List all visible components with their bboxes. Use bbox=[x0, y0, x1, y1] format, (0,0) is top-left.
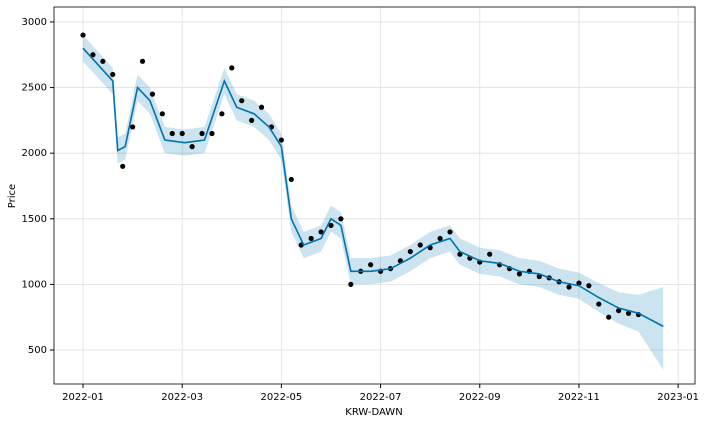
observed-point bbox=[169, 130, 175, 137]
observed-point bbox=[586, 283, 592, 289]
y-tick-label: 2500 bbox=[22, 83, 47, 94]
observed-point bbox=[596, 301, 602, 307]
observed-point bbox=[348, 281, 354, 288]
observed-point bbox=[100, 58, 106, 64]
observed-point bbox=[368, 262, 374, 268]
y-tick-label: 500 bbox=[28, 345, 47, 356]
observed-point bbox=[407, 248, 413, 255]
observed-point bbox=[159, 111, 165, 117]
observed-point bbox=[229, 65, 235, 71]
x-tick-label: 2022-05 bbox=[260, 392, 302, 403]
observed-point bbox=[199, 130, 205, 137]
observed-point bbox=[487, 251, 493, 257]
observed-point bbox=[566, 284, 572, 290]
x-tick-label: 2022-09 bbox=[459, 392, 501, 403]
y-tick-label: 1500 bbox=[22, 214, 47, 225]
observed-point bbox=[318, 229, 324, 235]
observed-point bbox=[239, 98, 245, 104]
observed-point bbox=[209, 130, 215, 137]
observed-point bbox=[308, 235, 314, 242]
x-tick-label: 2022-03 bbox=[161, 392, 203, 403]
x-tick-label: 2022-07 bbox=[360, 392, 402, 403]
observed-point bbox=[189, 144, 195, 150]
y-axis-label: Price bbox=[7, 184, 18, 208]
observed-point bbox=[625, 310, 632, 316]
x-tick-label: 2022-11 bbox=[558, 392, 600, 403]
observed-point bbox=[110, 71, 116, 78]
observed-point bbox=[616, 308, 622, 314]
observed-point bbox=[90, 52, 96, 58]
observed-point bbox=[606, 314, 612, 320]
observed-point bbox=[139, 58, 146, 64]
y-tick-label: 2000 bbox=[22, 148, 47, 159]
x-tick-label: 2023-01 bbox=[657, 392, 699, 403]
y-tick-label: 1000 bbox=[22, 279, 47, 290]
forecast-line bbox=[82, 47, 664, 328]
observed-point bbox=[576, 280, 582, 286]
observed-point bbox=[447, 229, 453, 235]
observed-point bbox=[149, 91, 156, 97]
observed-point bbox=[120, 163, 126, 169]
observed-point bbox=[338, 216, 344, 222]
plot-frame bbox=[53, 6, 696, 385]
observed-point bbox=[328, 222, 334, 228]
observed-point bbox=[417, 242, 423, 248]
observed-point bbox=[249, 117, 255, 123]
observed-point bbox=[516, 271, 523, 277]
x-axis-label: KRW-DAWN bbox=[345, 407, 402, 418]
observed-point bbox=[179, 130, 185, 137]
observed-point bbox=[258, 104, 265, 110]
observed-point bbox=[288, 176, 294, 183]
observed-point bbox=[80, 32, 86, 38]
x-tick-label: 2022-01 bbox=[62, 392, 104, 403]
observed-point bbox=[437, 235, 443, 242]
observed-point bbox=[219, 111, 225, 117]
y-tick-label: 3000 bbox=[22, 17, 47, 28]
observed-point bbox=[130, 124, 136, 130]
observed-point bbox=[278, 137, 284, 143]
